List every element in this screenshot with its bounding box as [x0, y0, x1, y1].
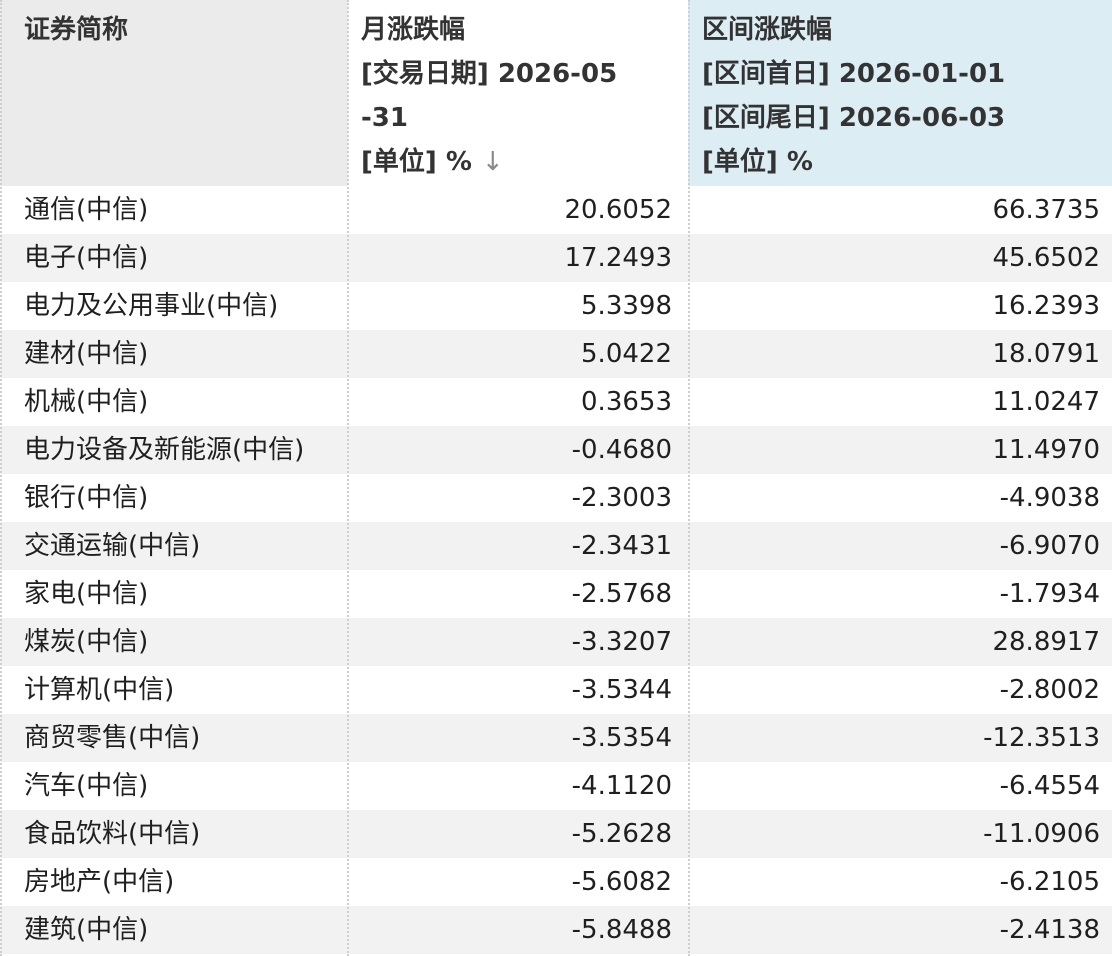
range-change-cell: 18.0791	[992, 339, 1100, 369]
security-name-cell: 商贸零售(中信)	[24, 723, 201, 753]
range-change-cell: 11.0247	[992, 387, 1100, 417]
table-row[interactable]: 房地产(中信) -5.6082 -6.2105	[0, 858, 1112, 906]
column-header-name[interactable]: 证券简称	[0, 0, 348, 186]
month-change-cell: 5.3398	[581, 291, 672, 321]
table-row[interactable]: 银行(中信) -2.3003 -4.9038	[0, 474, 1112, 522]
column-header-month-trade-date-cont: -31	[361, 103, 408, 133]
table-header: 证券简称 月涨跌幅 [交易日期] 2026-05 -31 [单位] % ↓ 区间涨…	[0, 0, 1112, 186]
table-row[interactable]: 电子(中信) 17.2493 45.6502	[0, 234, 1112, 282]
table-row[interactable]: 电力及公用事业(中信) 5.3398 16.2393	[0, 282, 1112, 330]
table-body: 通信(中信) 20.6052 66.3735 电子(中信) 17.2493 45.6502…	[0, 186, 1112, 954]
table-row[interactable]: 交通运输(中信) -2.3431 -6.9070	[0, 522, 1112, 570]
table-row[interactable]: 家电(中信) -2.5768 -1.7934	[0, 570, 1112, 618]
security-name-cell: 建筑(中信)	[24, 915, 149, 945]
sort-descending-icon[interactable]: ↓	[481, 147, 504, 177]
range-change-cell: 66.3735	[992, 195, 1100, 225]
range-change-cell: -6.4554	[999, 771, 1100, 801]
security-name-cell: 交通运输(中信)	[24, 531, 201, 561]
month-change-cell: -5.8488	[571, 915, 672, 945]
range-change-cell: -12.3513	[983, 723, 1100, 753]
column-header-range-unit: [单位] %	[702, 147, 813, 177]
security-name-cell: 食品饮料(中信)	[24, 819, 201, 849]
table-row[interactable]: 商贸零售(中信) -3.5354 -12.3513	[0, 714, 1112, 762]
column-header-month-unit-line: [单位] % ↓	[361, 140, 674, 184]
security-name-cell: 机械(中信)	[24, 387, 149, 417]
month-change-cell: 0.3653	[581, 387, 672, 417]
range-change-cell: 45.6502	[992, 243, 1100, 273]
security-name-cell: 银行(中信)	[24, 483, 149, 513]
range-change-cell: -6.9070	[999, 531, 1100, 561]
range-change-cell: -2.4138	[999, 915, 1100, 945]
month-change-cell: -3.5354	[571, 723, 672, 753]
month-change-cell: -2.3003	[571, 483, 672, 513]
range-change-cell: -11.0906	[983, 819, 1100, 849]
table-row[interactable]: 煤炭(中信) -3.3207 28.8917	[0, 618, 1112, 666]
range-change-cell: 28.8917	[992, 627, 1100, 657]
month-change-cell: -0.4680	[571, 435, 672, 465]
table-row[interactable]: 建材(中信) 5.0422 18.0791	[0, 330, 1112, 378]
table-row[interactable]: 机械(中信) 0.3653 11.0247	[0, 378, 1112, 426]
column-header-range-change[interactable]: 区间涨跌幅 [区间首日] 2026-01-01 [区间尾日] 2026-06-0…	[688, 0, 1112, 186]
range-change-cell: 16.2393	[992, 291, 1100, 321]
table-row[interactable]: 电力设备及新能源(中信) -0.4680 11.4970	[0, 426, 1112, 474]
range-change-cell: -2.8002	[999, 675, 1100, 705]
month-change-cell: -2.3431	[571, 531, 672, 561]
column-header-range-start-date: [区间首日] 2026-01-01	[702, 59, 1006, 89]
table-row[interactable]: 食品饮料(中信) -5.2628 -11.0906	[0, 810, 1112, 858]
range-change-cell: -4.9038	[999, 483, 1100, 513]
month-change-cell: -2.5768	[571, 579, 672, 609]
column-header-range-title: 区间涨跌幅	[702, 15, 833, 45]
security-name-cell: 电力及公用事业(中信)	[24, 291, 279, 321]
security-name-cell: 通信(中信)	[24, 195, 149, 225]
security-name-cell: 电子(中信)	[24, 243, 149, 273]
security-name-cell: 建材(中信)	[24, 339, 149, 369]
security-name-cell: 煤炭(中信)	[24, 627, 149, 657]
month-change-cell: -3.5344	[571, 675, 672, 705]
table-row[interactable]: 通信(中信) 20.6052 66.3735	[0, 186, 1112, 234]
security-name-cell: 计算机(中信)	[24, 675, 175, 705]
range-change-cell: 11.4970	[992, 435, 1100, 465]
column-header-month-trade-date: [交易日期] 2026-05	[361, 59, 618, 89]
column-header-month-title: 月涨跌幅	[361, 15, 466, 45]
security-name-cell: 汽车(中信)	[24, 771, 149, 801]
column-divider	[688, 0, 690, 956]
table-row[interactable]: 汽车(中信) -4.1120 -6.4554	[0, 762, 1112, 810]
range-change-cell: -6.2105	[999, 867, 1100, 897]
table-row[interactable]: 计算机(中信) -3.5344 -2.8002	[0, 666, 1112, 714]
month-change-cell: 17.2493	[564, 243, 672, 273]
security-name-cell: 房地产(中信)	[24, 867, 175, 897]
column-header-name-title: 证券简称	[24, 15, 129, 45]
column-header-month-unit: [单位] %	[361, 147, 472, 177]
month-change-cell: 20.6052	[564, 195, 672, 225]
range-change-cell: -1.7934	[999, 579, 1100, 609]
month-change-cell: -3.3207	[571, 627, 672, 657]
month-change-cell: -4.1120	[571, 771, 672, 801]
column-header-range-end-date: [区间尾日] 2026-06-03	[702, 103, 1006, 133]
column-header-month-change[interactable]: 月涨跌幅 [交易日期] 2026-05 -31 [单位] % ↓	[348, 0, 688, 186]
column-divider	[347, 0, 349, 956]
column-divider	[0, 0, 2, 956]
security-name-cell: 电力设备及新能源(中信)	[24, 435, 305, 465]
month-change-cell: -5.2628	[571, 819, 672, 849]
month-change-cell: -5.6082	[571, 867, 672, 897]
month-change-cell: 5.0422	[581, 339, 672, 369]
table-row[interactable]: 建筑(中信) -5.8488 -2.4138	[0, 906, 1112, 954]
security-name-cell: 家电(中信)	[24, 579, 149, 609]
